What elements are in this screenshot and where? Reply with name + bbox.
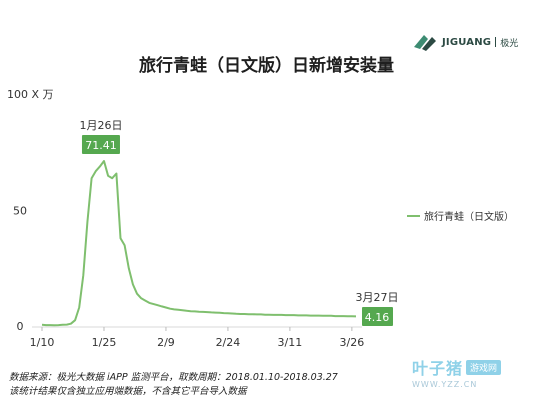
legend-line-swatch [407, 214, 420, 217]
watermark-badge: 游戏网 [466, 359, 502, 375]
peak-value-box [81, 135, 120, 154]
watermark: 叶子猪 游戏网 WWW.YZZ.CN [412, 355, 530, 389]
x-tick-label: 1/10 [30, 336, 55, 349]
jiguang-logo-icon [414, 35, 436, 51]
watermark-url: WWW.YZZ.CN [412, 380, 478, 389]
x-tick-label: 2/24 [216, 336, 241, 349]
chart-title: 旅行青蛙（日文版）日新增安装量 [139, 56, 394, 76]
x-tick-label: 3/11 [278, 336, 303, 349]
peak-value-label: 71.41 [85, 139, 117, 152]
logo-text: JIGUANG [442, 36, 492, 48]
x-tick-label: 1/25 [92, 336, 117, 349]
legend-label: 旅行青蛙（日文版） [424, 212, 514, 223]
last-value-label: 4.16 [365, 311, 390, 324]
logo-separator [495, 37, 497, 47]
jiguang-logo: JIGUANG 极光 [412, 30, 518, 54]
y-unit-label: 100 X 万 [7, 88, 54, 101]
chart-legend: 旅行青蛙（日文版） [407, 208, 514, 223]
logo-cn-text: 极光 [500, 38, 519, 49]
x-tick-label: 2/9 [157, 336, 175, 349]
y-tick-label: 50 [13, 205, 27, 218]
scope-note: 该统计结果仅含独立应用端数据，不含其它平台导入数据 [9, 386, 247, 397]
peak-date-label: 1月26日 [79, 119, 122, 132]
x-tick-label: 3/26 [340, 336, 365, 349]
series-line [41, 160, 357, 327]
watermark-main: 叶子猪 [412, 359, 464, 378]
last-date-label: 3月27日 [356, 291, 399, 304]
source-note: 数据来源：极光大数据 iAPP 监测平台，取数周期：2018.01.10-201… [9, 372, 338, 383]
last-value-box [362, 307, 393, 326]
y-tick-label: 0 [17, 320, 24, 333]
